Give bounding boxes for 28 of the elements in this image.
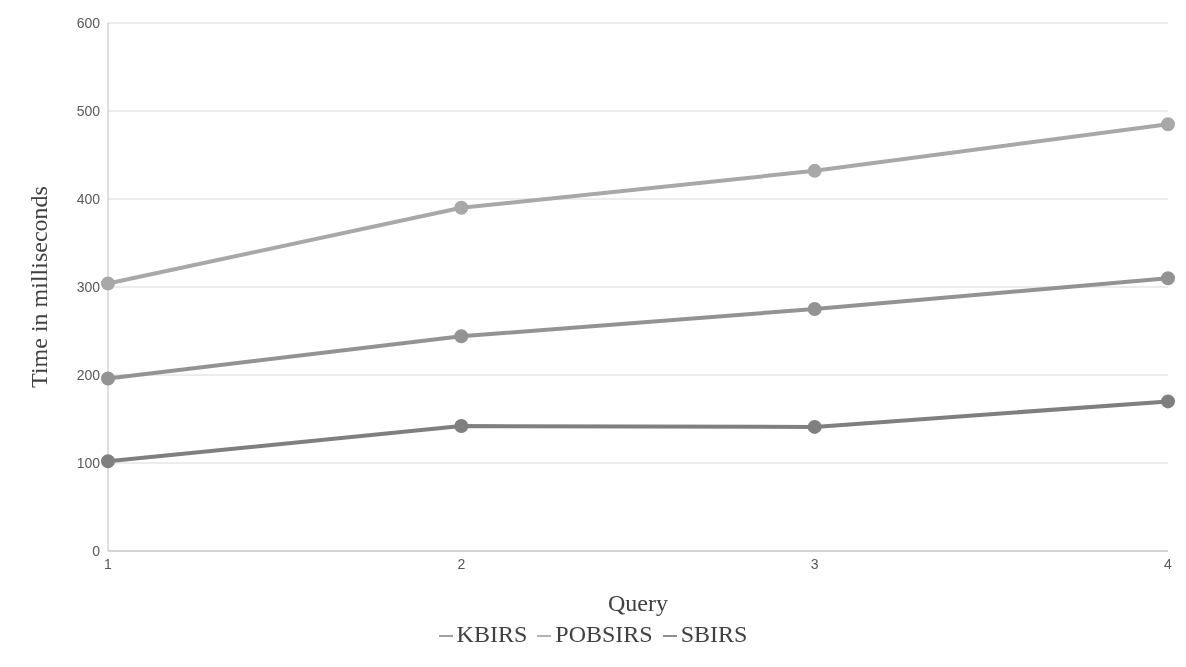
x-tick-label: 2 xyxy=(457,555,466,572)
point xyxy=(1161,117,1175,132)
y-tick-label: 400 xyxy=(76,190,101,207)
point xyxy=(101,276,115,291)
point xyxy=(1161,271,1175,286)
x-tick-label: 1 xyxy=(104,555,113,572)
y-tick-label: 300 xyxy=(76,278,101,295)
point xyxy=(807,302,822,316)
y-tick-label: 0 xyxy=(92,542,101,559)
point xyxy=(101,371,115,386)
y-tick-label: 200 xyxy=(76,366,101,383)
legend-label: SBIRS xyxy=(680,621,748,647)
y-tick-label: 500 xyxy=(76,102,101,119)
x-tick-label: 4 xyxy=(1164,555,1173,572)
point xyxy=(1161,394,1175,409)
y-tick-label: 600 xyxy=(76,14,101,31)
y-axis-title: Time in milliseconds xyxy=(25,186,52,388)
point xyxy=(454,329,469,344)
y-tick-label: 100 xyxy=(76,454,101,471)
legend-label: POBSIRS xyxy=(555,621,653,647)
legend-label: KBIRS xyxy=(456,621,528,647)
x-axis-title: Query xyxy=(608,590,668,616)
point xyxy=(454,419,469,434)
point xyxy=(454,200,469,215)
x-tick-label: 3 xyxy=(810,555,819,572)
point xyxy=(807,163,822,178)
point xyxy=(807,419,822,434)
point xyxy=(101,454,115,469)
